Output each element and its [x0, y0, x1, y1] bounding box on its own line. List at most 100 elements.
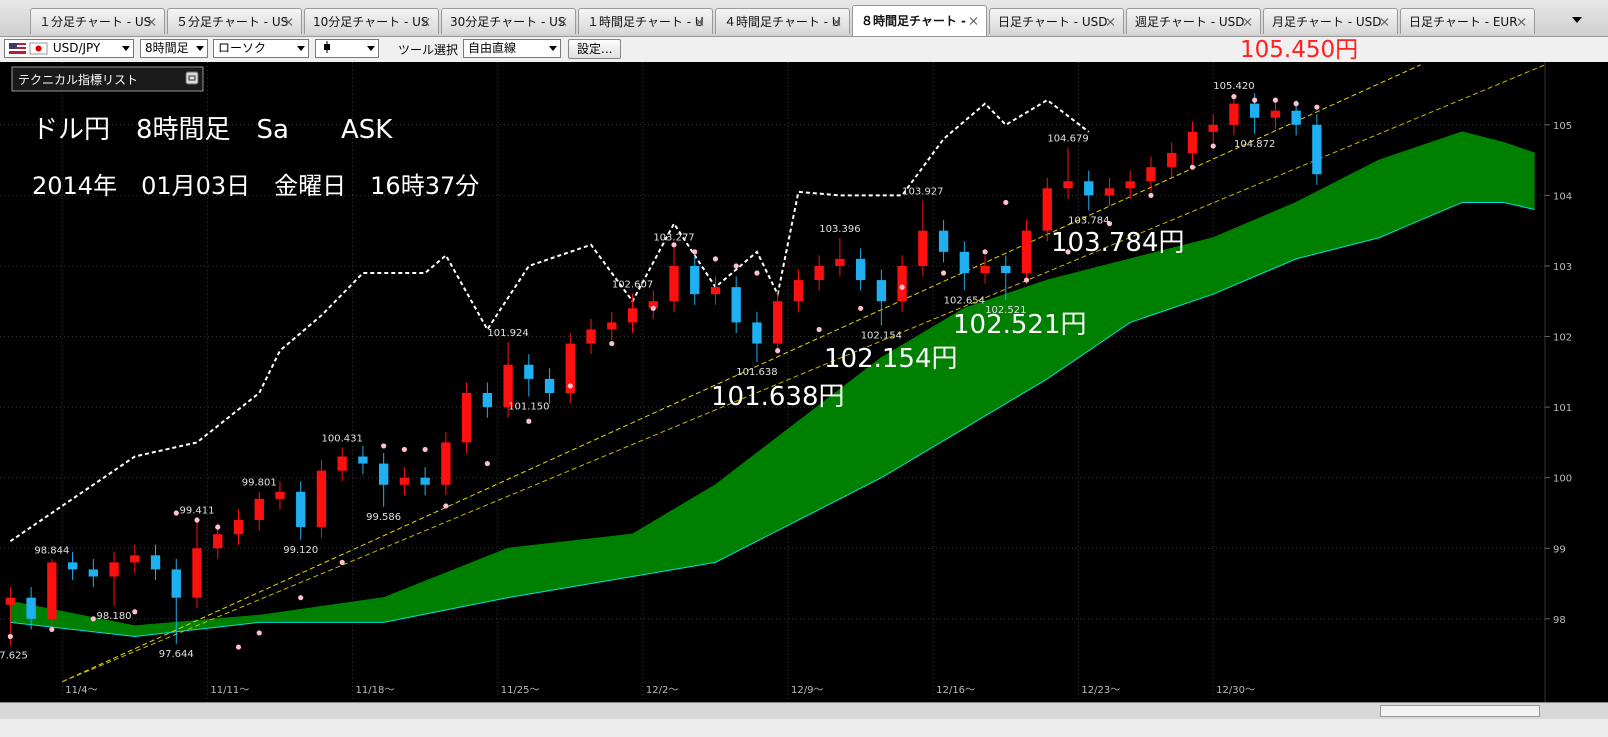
tab-close[interactable]: [833, 18, 841, 26]
sar-dot: [1210, 143, 1216, 149]
chart: 98 99 100 101 102 103 104 105 11/4〜 11/11〜 11/18〜 1…: [0, 62, 1608, 702]
price-annotation: 103.784: [1068, 216, 1109, 227]
indicator-panel-box: [11, 66, 204, 92]
sar-dot: [754, 270, 760, 276]
tab-close[interactable]: [1107, 18, 1115, 26]
sar-dot: [401, 446, 407, 453]
sar-dot: [650, 305, 656, 311]
tab[interactable]: 日足チャート - USD: [989, 8, 1124, 34]
tool-select[interactable]: 自由直線: [463, 39, 561, 58]
tab-label: 日足チャート - USD: [998, 15, 1108, 29]
tab[interactable]: １分足チャート - US: [30, 8, 165, 34]
candle-body: [213, 534, 223, 549]
candle-body: [1312, 124, 1322, 175]
x-tick-label: 12/23〜: [1081, 685, 1120, 696]
candle-body: [731, 287, 741, 323]
sar-dot: [381, 443, 387, 449]
sar-dot: [173, 510, 179, 516]
tab-close[interactable]: [1518, 18, 1526, 26]
candle-body: [607, 322, 617, 330]
tab[interactable]: ５分足チャート - US: [167, 8, 302, 34]
sar-dot: [1003, 199, 1009, 206]
candle-body: [1270, 110, 1281, 118]
tab-label: 月足チャート - USD: [1272, 15, 1382, 29]
tab-close[interactable]: [285, 18, 293, 26]
candle-body: [918, 230, 928, 266]
timeframe-select[interactable]: 8時間足: [140, 39, 208, 58]
sar-dot: [1189, 164, 1196, 170]
candle-body: [938, 230, 949, 252]
candle-body: [1084, 181, 1094, 196]
indicator-panel[interactable]: テクニカル指標リスト: [11, 66, 204, 92]
candle-body: [524, 364, 534, 379]
candle-body: [461, 392, 472, 443]
tool-label: ツール選択: [398, 43, 459, 57]
tab-close[interactable]: [696, 18, 704, 26]
tab-close[interactable]: [1381, 18, 1389, 26]
candle-body: [503, 364, 513, 408]
price-annotation: 103.277: [653, 232, 694, 243]
candle-body: [47, 562, 57, 619]
tab-close[interactable]: [970, 17, 978, 25]
sar-dot: [816, 326, 822, 333]
candle-select[interactable]: [315, 39, 379, 58]
chart-background: [0, 62, 1608, 702]
cloud-fill: [10, 131, 1535, 637]
price-annotation: 102.154: [861, 331, 902, 342]
candle-body: [586, 329, 596, 344]
tab[interactable]: 30分足チャート - US: [441, 8, 576, 34]
price-annotation: 102.607: [612, 280, 653, 291]
candle-body: [88, 569, 98, 577]
chart-style-select[interactable]: ローソク: [213, 39, 309, 58]
indicator-panel-button: [185, 71, 199, 85]
tab[interactable]: 日足チャート - EUR: [1400, 8, 1535, 34]
symbol-select[interactable]: USD/JPY: [4, 39, 134, 58]
candle-body: [1291, 110, 1301, 125]
tab[interactable]: １時間足チャート - U: [578, 8, 713, 34]
candle-body: [192, 548, 202, 598]
y-tick-label: 101: [1553, 403, 1572, 414]
settings-button[interactable]: 設定...: [568, 39, 622, 59]
price-annotation: 97.644: [159, 649, 194, 660]
candle-body: [233, 520, 244, 535]
price-annotation: 102.654: [944, 295, 985, 306]
x-tick-label: 11/25〜: [501, 685, 540, 696]
tab-close[interactable]: [422, 18, 430, 26]
candle-body: [1021, 230, 1032, 274]
tab-label: 週足チャート - USD: [1135, 15, 1245, 29]
candle-body: [1001, 265, 1011, 274]
price-callout: 102.521円: [953, 310, 1087, 340]
flag-icons: [9, 42, 48, 55]
candle-body: [876, 280, 887, 302]
tab[interactable]: 月足チャート - USD: [1263, 8, 1398, 34]
tab-menu-icon[interactable]: [1568, 10, 1588, 30]
tab-close[interactable]: [148, 18, 156, 26]
sar-dot: [1293, 101, 1299, 107]
tab[interactable]: 週足チャート - USD: [1126, 8, 1261, 34]
tab-close[interactable]: [1244, 18, 1252, 26]
candle-body: [482, 392, 493, 408]
candle-body: [544, 378, 555, 393]
tab-label: 10分足チャート - US: [313, 15, 429, 29]
candle-body: [275, 491, 285, 499]
candle-body: [1125, 181, 1135, 189]
tab[interactable]: ８時間足チャート -: [852, 5, 987, 36]
candle-body: [1249, 103, 1260, 118]
sar-dot: [712, 256, 719, 262]
candle-body: [980, 265, 990, 274]
cloud-span-b: [10, 201, 1535, 637]
timeframe: 8時間足: [145, 41, 189, 55]
candle-body: [627, 308, 638, 323]
sar-dot: [526, 418, 532, 424]
scrollbar[interactable]: [0, 702, 1608, 719]
sar-dot: [7, 633, 13, 640]
tab[interactable]: ４時間足チャート - U: [715, 8, 850, 34]
candle-body: [669, 265, 679, 302]
tool: 自由直線: [468, 41, 517, 55]
tab-close[interactable]: [559, 18, 567, 26]
scroll-thumb[interactable]: [1380, 705, 1540, 717]
cloud-span-a: [10, 131, 1535, 627]
price-callout: 101.638円: [711, 382, 845, 412]
x-tick-label: 12/9〜: [791, 685, 823, 696]
tab[interactable]: 10分足チャート - US: [304, 8, 439, 34]
